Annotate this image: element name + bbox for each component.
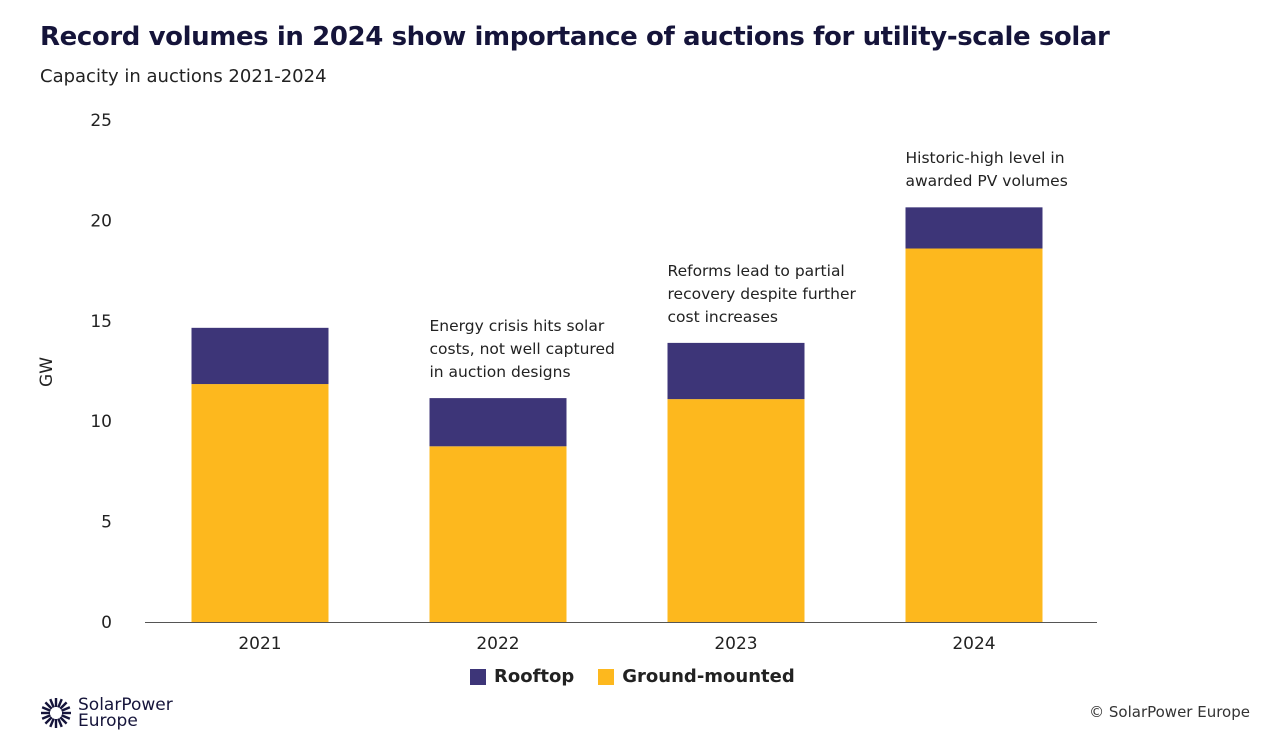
bar-ground-mounted-2024 <box>905 248 1043 622</box>
annotation-2023: Reforms lead to partial recovery despite… <box>667 261 856 326</box>
bar-rooftop-2024 <box>905 207 1043 249</box>
y-tick-label: 10 <box>90 412 112 432</box>
legend-swatch-ground <box>598 668 615 685</box>
legend-swatch-rooftop <box>470 668 486 685</box>
legend-label-ground: Ground-mounted <box>622 666 795 687</box>
y-tick-label: 5 <box>101 513 112 533</box>
chart-subtitle: Capacity in auctions 2021-2024 <box>40 66 327 87</box>
x-tick-label: 2022 <box>476 634 519 654</box>
logo-line1: SolarPower <box>78 695 173 715</box>
legend-label-rooftop: Rooftop <box>494 666 575 687</box>
solarpower-europe-logo: SolarPower Europe <box>40 696 173 730</box>
legend: Rooftop Ground-mounted <box>470 666 795 687</box>
y-tick-label: 20 <box>90 211 112 231</box>
legend-item-ground: Ground-mounted <box>598 666 795 687</box>
bar-ground-mounted-2022 <box>429 446 567 622</box>
y-tick-label: 15 <box>90 312 112 332</box>
annotation-2024: Historic-high level in awarded PV volume… <box>905 149 1068 191</box>
x-tick-label: 2024 <box>952 634 995 654</box>
y-axis-label: GW <box>37 357 57 387</box>
annotation-2022: Energy crisis hits solar costs, not well… <box>429 317 615 382</box>
bar-rooftop-2021 <box>191 327 329 385</box>
bar-ground-mounted-2023 <box>667 399 805 622</box>
y-tick-label: 0 <box>101 613 112 633</box>
legend-item-rooftop: Rooftop <box>470 666 574 687</box>
bar-ground-mounted-2021 <box>191 384 329 622</box>
logo-line2: Europe <box>78 711 138 731</box>
copyright: © SolarPower Europe <box>1089 703 1250 721</box>
bar-rooftop-2023 <box>667 342 805 400</box>
x-tick-label: 2023 <box>714 634 757 654</box>
y-tick-label: 25 <box>90 111 112 131</box>
bar-rooftop-2022 <box>429 398 567 447</box>
chart-title: Record volumes in 2024 show importance o… <box>40 22 1110 52</box>
sun-icon <box>41 698 71 728</box>
x-tick-label: 2021 <box>238 634 281 654</box>
